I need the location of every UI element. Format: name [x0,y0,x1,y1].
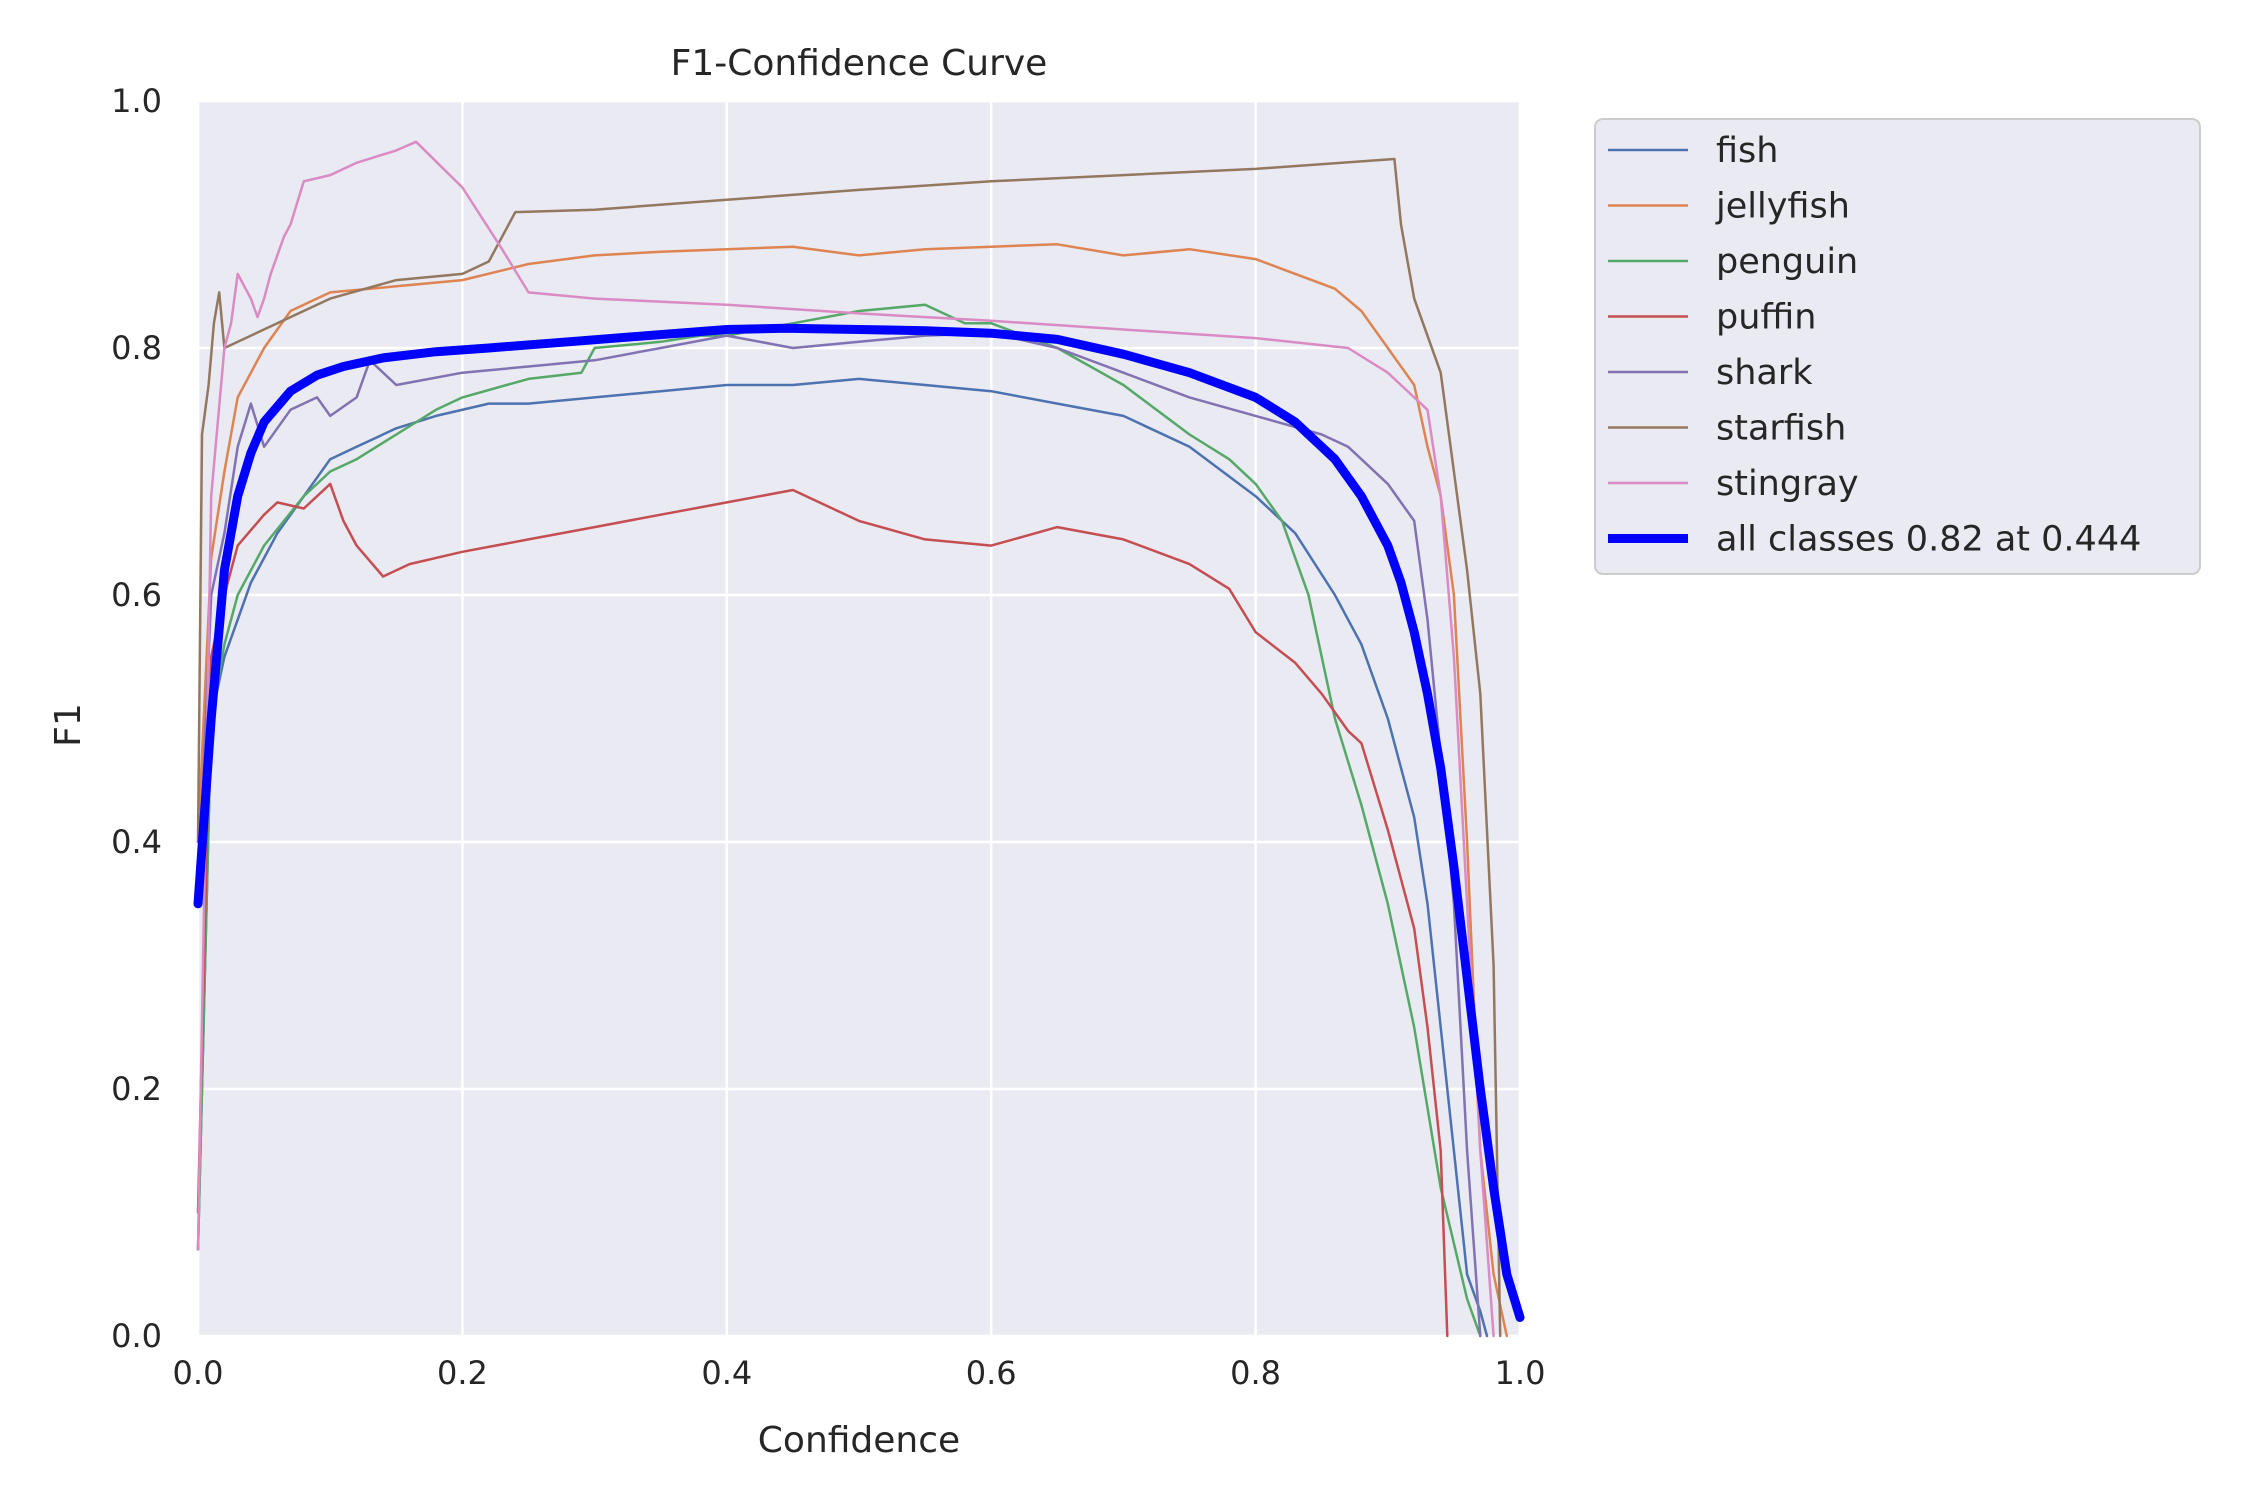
series-line-stingray [196,140,1495,1338]
x-tick-label: 0.0 [173,1354,224,1392]
series-line-all-classes-0-82-at-0-444 [193,323,1525,1322]
x-tick-label: 0.6 [966,1354,1017,1392]
x-tick-labels: 0.0 0.2 0.4 0.6 0.8 1.0 [173,1354,1546,1392]
x-tick-label: 0.2 [437,1354,488,1392]
legend-label: puffin [1716,298,1816,338]
legend-label: shark [1716,353,1813,393]
y-tick-label: 1.0 [111,82,162,120]
x-axis-label: Confidence [758,1420,960,1461]
series-line-starfish [196,157,1502,1338]
x-tick-label: 0.8 [1230,1354,1281,1392]
y-tick-labels: 0.0 0.2 0.4 0.6 0.8 1.0 [111,82,162,1355]
legend-label: all classes 0.82 at 0.444 [1716,520,2141,560]
series-line-puffin [196,482,1449,1338]
y-tick-label: 0.2 [111,1070,162,1108]
plot-area-background [198,101,1520,1336]
series-line-penguin [196,303,1482,1338]
legend-label: jellyfish [1715,187,1850,227]
y-tick-label: 0.8 [111,329,162,367]
y-tick-label: 0.4 [111,823,162,861]
chart-title: F1-Confidence Curve [671,43,1048,84]
legend: fish jellyfish penguin puffin shark starfish s… [1594,118,2201,575]
y-tick-label: 0.6 [111,576,162,614]
legend-label: penguin [1716,242,1858,282]
x-tick-label: 1.0 [1495,1354,1546,1392]
legend-frame [1594,118,2201,575]
series-lines [193,140,1525,1338]
series-line-jellyfish [196,243,1509,1338]
legend-label: stingray [1716,464,1859,504]
y-axis-label: F1 [48,703,89,747]
series-line-shark [196,331,1482,1338]
grid-lines [196,99,1522,1338]
x-tick-label: 0.4 [701,1354,752,1392]
legend-label: starfish [1716,409,1846,449]
y-tick-label: 0.0 [111,1317,162,1355]
legend-label: fish [1716,131,1778,171]
